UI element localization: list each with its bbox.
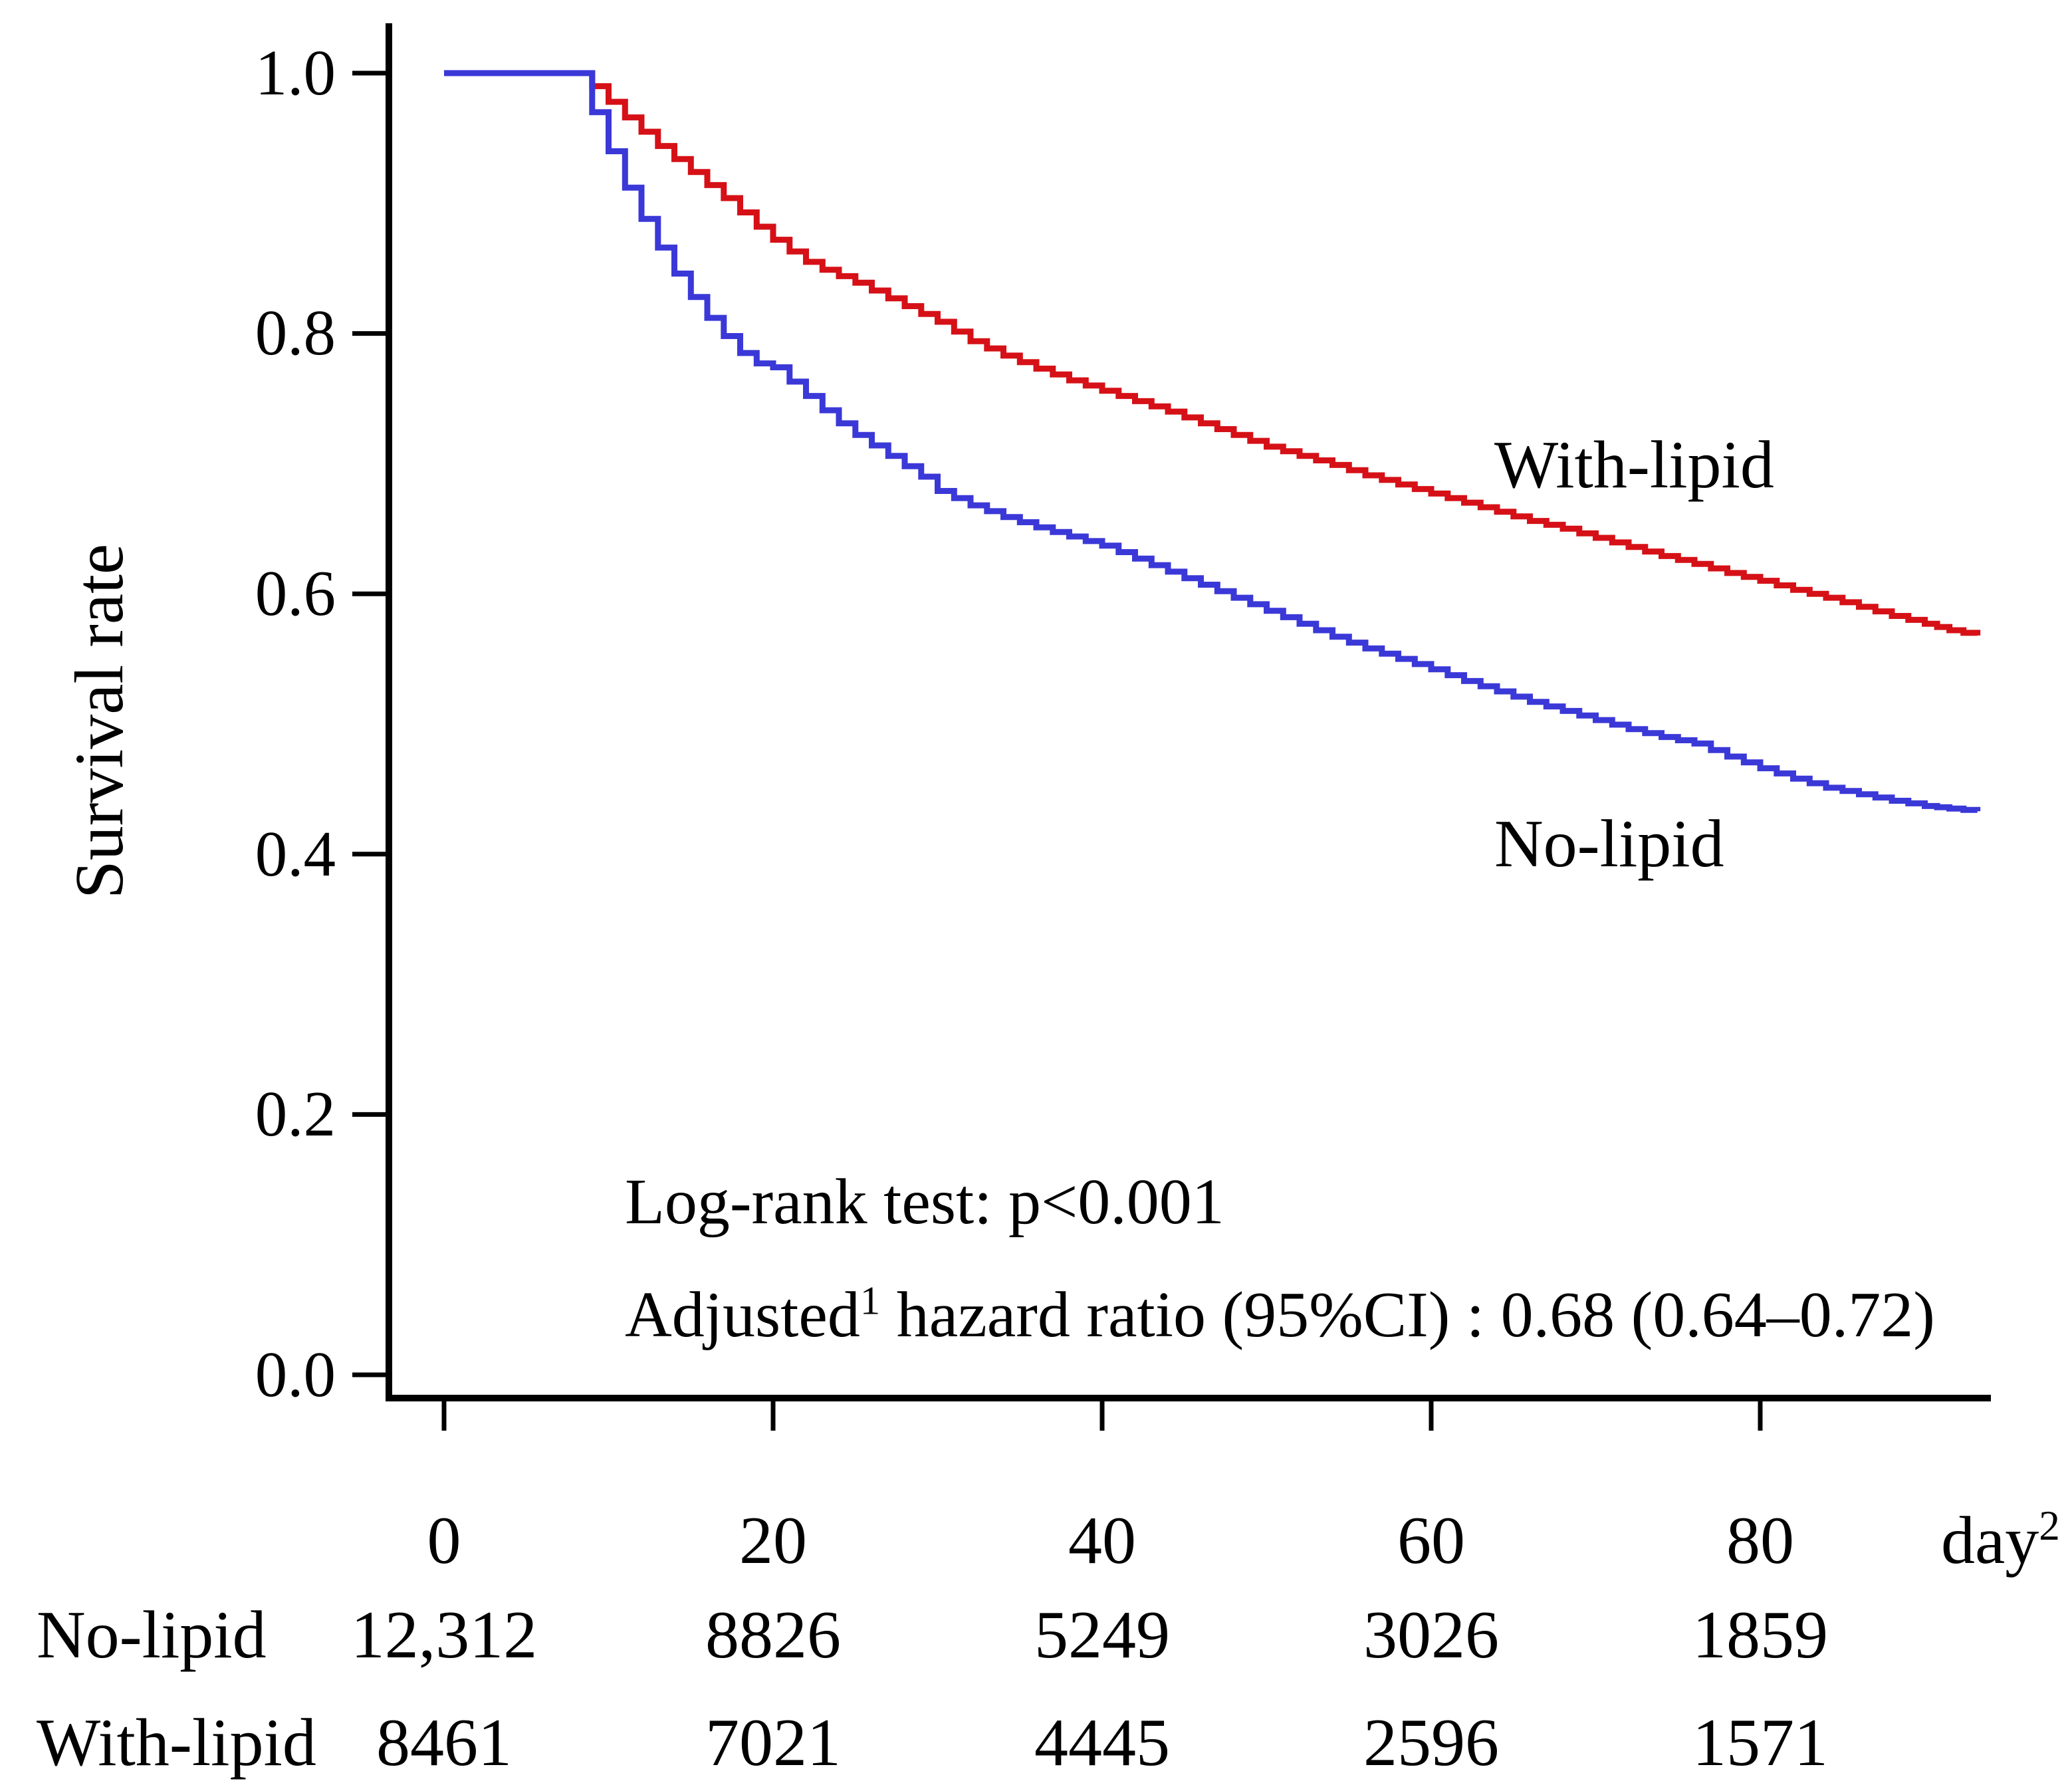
risk-count: 2596 [1363, 1705, 1499, 1780]
hazard-ratio-prefix: Adjusted [625, 1279, 860, 1351]
y-axis-ticks [352, 70, 389, 1377]
risk-row-label-with-lipid: With-lipid [37, 1705, 316, 1780]
y-tick-label-0.6: 0.6 [255, 558, 336, 629]
risk-row-label-no-lipid: No-lipid [37, 1598, 267, 1673]
risk-count: 1859 [1692, 1598, 1828, 1673]
x-tick-label-40: 40 [1068, 1503, 1136, 1578]
risk-count: 8461 [376, 1705, 512, 1780]
y-tick-label-0.8: 0.8 [255, 297, 336, 368]
x-tick-label-0: 0 [427, 1503, 461, 1578]
x-axis-unit-label: day2 [1941, 1501, 2060, 1581]
with-lipid-curve-label: With-lipid [1494, 427, 1774, 503]
risk-count: 7021 [705, 1705, 841, 1780]
risk-count: 8826 [705, 1598, 841, 1673]
x-axis-unit-superscript: 2 [2039, 1502, 2060, 1549]
no-lipid-curve [444, 70, 1981, 813]
risk-count: 5249 [1034, 1598, 1170, 1673]
no-lipid-curve-label: No-lipid [1494, 806, 1724, 882]
risk-count: 1571 [1692, 1705, 1828, 1780]
x-axis-ticks [441, 1398, 1763, 1431]
with-lipid-curve [444, 70, 1981, 636]
risk-count: 12,312 [350, 1598, 538, 1673]
risk-count: 3026 [1363, 1598, 1499, 1673]
x-axis-unit-text: day [1941, 1503, 2039, 1578]
logrank-annotation: Log-rank test: p<0.001 [625, 1166, 1224, 1238]
hazard-ratio-annotation: Adjusted1 hazard ratio (95%CI) : 0.68 (0… [625, 1278, 1935, 1352]
x-tick-label-80: 80 [1726, 1503, 1794, 1578]
y-tick-label-0.2: 0.2 [255, 1078, 336, 1149]
hazard-ratio-text: hazard ratio (95%CI) : 0.68 (0.64–0.72) [880, 1279, 1935, 1351]
y-axis-title: Survival rate [61, 543, 138, 899]
y-tick-label-0.0: 0.0 [255, 1339, 336, 1410]
risk-count: 4445 [1034, 1705, 1170, 1780]
y-tick-label-1.0: 1.0 [255, 37, 336, 108]
x-tick-label-20: 20 [739, 1503, 807, 1578]
x-tick-label-60: 60 [1397, 1503, 1465, 1578]
y-tick-label-0.4: 0.4 [255, 818, 336, 890]
hazard-ratio-superscript: 1 [860, 1278, 881, 1324]
